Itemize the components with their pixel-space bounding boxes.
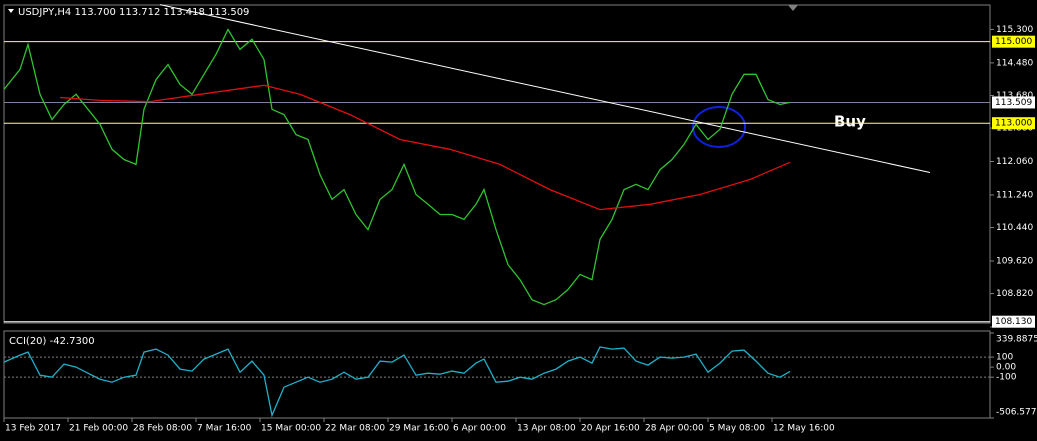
y-tick-label: -100 [996, 373, 1017, 383]
shift-marker [788, 5, 798, 11]
y-tick-label: 113.680 [996, 91, 1033, 101]
annotation: Buy [834, 113, 866, 131]
level-label: 108.130 [995, 317, 1032, 327]
x-tick-label: 13 Apr 08:00 [517, 424, 576, 434]
level-label-box [992, 35, 1035, 48]
x-tick-label: 7 Mar 16:00 [197, 424, 252, 434]
y-tick-label: 112.060 [996, 157, 1033, 167]
x-tick-label: 12 May 16:00 [773, 424, 835, 434]
x-tick-label: 5 May 08:00 [709, 424, 765, 434]
level-label: 113.509 [995, 98, 1032, 108]
x-tick-label: 22 Mar 08:00 [325, 424, 385, 434]
x-tick-label: 13 Feb 2017 [5, 424, 61, 434]
level-label: 113.000 [995, 119, 1032, 129]
y-tick-label: 100 [996, 353, 1013, 363]
y-tick-label: 110.440 [996, 223, 1033, 233]
y-tick-label: 339.8875 [996, 335, 1037, 345]
series-line [59, 84, 791, 211]
x-tick-label: 28 Apr 00:00 [645, 424, 704, 434]
main-frame [3, 4, 991, 324]
series-line [3, 346, 791, 418]
x-tick-label: 21 Feb 00:00 [69, 424, 128, 434]
y-tick-label: 115.300 [996, 25, 1033, 35]
x-tick-label: 28 Feb 08:00 [133, 424, 192, 434]
y-tick-label: -506.5772 [996, 408, 1037, 418]
indicator-title: CCI(20) -42.7300 [9, 336, 95, 347]
menu-arrow [8, 9, 14, 13]
chart-title: USDJPY,H4 113.700 113.712 113.418 113.50… [18, 7, 249, 18]
y-tick-label: 109.620 [996, 256, 1033, 266]
x-tick-label: 29 Mar 16:00 [389, 424, 449, 434]
y-tick-label: 114.480 [996, 58, 1033, 68]
trendline [159, 4, 931, 173]
x-tick-label: 20 Apr 16:00 [581, 424, 640, 434]
level-label-box [992, 96, 1035, 109]
level-label-box [992, 315, 1035, 328]
y-tick-label: 0.00 [996, 363, 1016, 373]
x-tick-label: 15 Mar 00:00 [261, 424, 321, 434]
y-tick-label: 108.820 [996, 289, 1033, 299]
level-label: 115.000 [995, 37, 1032, 47]
indicator-frame [3, 330, 991, 419]
y-tick-label: 111.240 [996, 190, 1033, 200]
highlight-ellipse [692, 106, 746, 148]
series-line [3, 28, 791, 306]
level-label-box [992, 117, 1035, 130]
x-tick-label: 6 Apr 00:00 [453, 424, 506, 434]
